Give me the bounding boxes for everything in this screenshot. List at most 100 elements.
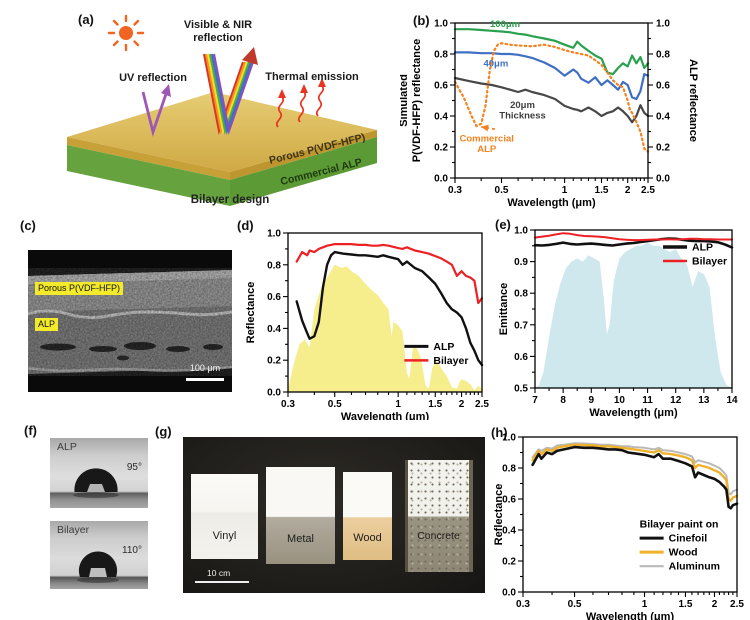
sample-wood: Wood (343, 472, 392, 560)
contact-angle-photo-bilayer: Bilayer 110° (50, 521, 148, 589)
svg-text:0.5: 0.5 (514, 384, 528, 395)
svg-text:8: 8 (560, 395, 566, 406)
svg-text:2.5: 2.5 (641, 185, 655, 196)
plot-area: 0.3 0.5 1 1.5 2 2.5 0.0 0.2 0.4 0.6 0.8 1.0 Waveleng… (245, 229, 489, 421)
svg-text:0.6: 0.6 (656, 81, 670, 92)
svg-text:1.5: 1.5 (428, 399, 442, 410)
svg-text:7: 7 (532, 395, 538, 406)
svg-text:2: 2 (625, 185, 631, 196)
legend-label: Wood (669, 547, 698, 559)
arrowhead (481, 124, 489, 132)
visnir-label-line1: Visible & NIR (184, 19, 252, 31)
annotation: 100μm (490, 19, 520, 30)
alp-left-face (67, 145, 230, 206)
series-40um (453, 51, 650, 101)
legend: ALP Bilayer (404, 341, 468, 367)
svg-text:0.4: 0.4 (434, 112, 448, 123)
svg-text:2: 2 (459, 399, 465, 410)
tick-labels: 7 8 9 10 11 12 13 14 0.5 0.6 0.7 0.8 0.9 1.0 (514, 226, 738, 407)
sem-label-alp: ALP (35, 318, 59, 331)
photo-label-bilayer: Bilayer (57, 524, 90, 536)
plot-area: 7 8 9 10 11 12 13 14 0.5 0.6 0.7 0.8 0.9 1.0 Wavelengt… (498, 226, 738, 420)
right-y-axis-label: ALP reflectance (687, 59, 699, 142)
photo-scalebar-line (195, 581, 249, 583)
bilayer-design-caption: Bilayer design (191, 194, 270, 206)
y-axis-label: Simulated (400, 74, 410, 127)
thermal-label: Thermal emission (265, 71, 359, 83)
panel-label-d: (d) (237, 218, 254, 233)
svg-text:1: 1 (395, 399, 401, 410)
svg-text:1.0: 1.0 (502, 433, 516, 444)
bilayer-slab (67, 92, 377, 206)
panel-label-a: (a) (78, 12, 94, 27)
svg-text:1.5: 1.5 (595, 185, 609, 196)
svg-text:0.2: 0.2 (267, 356, 281, 367)
svg-text:0.2: 0.2 (656, 143, 670, 154)
series-100um (453, 28, 650, 76)
legend: Bilayer paint on Cinefoil Wood Aluminum (639, 519, 720, 573)
annotation: Commercial ALP (460, 134, 514, 156)
svg-text:0.8: 0.8 (502, 464, 516, 475)
legend-label: Cinefoil (669, 533, 708, 545)
svg-text:1.0: 1.0 (267, 229, 281, 240)
contact-angle-photo-alp: ALP 95° (50, 438, 148, 508)
svg-text:11: 11 (642, 395, 653, 406)
sample-label: Wood (353, 532, 382, 544)
svg-text:9: 9 (589, 395, 595, 406)
svg-text:1.0: 1.0 (434, 19, 448, 30)
svg-text:0.4: 0.4 (656, 112, 670, 123)
sem-micrograph (28, 250, 232, 392)
svg-text:1.0: 1.0 (656, 19, 670, 30)
annotation: 20μm Thickness (499, 100, 545, 122)
svg-text:10: 10 (614, 395, 626, 406)
area-solar-spectrum (288, 264, 482, 392)
svg-text:13: 13 (698, 395, 710, 406)
svg-text:0.8: 0.8 (434, 50, 448, 61)
x-axis-label: Wavelength (μm) (589, 407, 678, 419)
svg-text:0.6: 0.6 (267, 292, 281, 303)
ticks (283, 232, 483, 397)
plot-area: 0.3 0.5 1 1.5 2 2.50.00.20.40.60.81.00.00.20.… (400, 19, 699, 210)
panel-a-schematic: Visible & NIR reflection UV reflection T… (67, 14, 377, 206)
sem-image: Porous P(VDF-HFP) ALP 100 μm (28, 250, 232, 392)
visnir-label-line2: reflection (193, 32, 243, 44)
y-axis-label: Reflectance (245, 282, 257, 344)
svg-text:1: 1 (562, 185, 568, 196)
sample-metal: Metal (266, 467, 335, 564)
panel-label-b: (b) (413, 13, 430, 28)
sample-label: Metal (287, 533, 314, 545)
rainbow-arrowhead (242, 47, 258, 65)
x-axis-label: Wavelength (μm) (507, 197, 596, 209)
svg-text:1.5: 1.5 (678, 599, 692, 610)
panel-label-c: (c) (20, 218, 36, 233)
svg-text:0.6: 0.6 (502, 495, 516, 506)
svg-text:0.5: 0.5 (328, 399, 342, 410)
svg-text:1: 1 (642, 599, 648, 610)
tick-labels: 0.3 0.5 1 1.5 2 2.5 0.0 0.2 0.4 0.6 0.8 1.0 (267, 229, 489, 411)
svg-text:0.5: 0.5 (568, 599, 582, 610)
sem-scalebar-line (186, 378, 224, 381)
series-Bilayer (295, 243, 484, 305)
substrates-photo: Vinyl Metal Wood Concrete 10 cm (183, 437, 485, 593)
svg-text:1.0: 1.0 (514, 226, 528, 237)
svg-text:0.7: 0.7 (514, 320, 528, 331)
series-Cinefoil (531, 445, 739, 510)
svg-text:0.6: 0.6 (434, 81, 448, 92)
svg-text:0.0: 0.0 (434, 174, 448, 185)
series-Aluminum (531, 442, 738, 496)
series-Bilayer (534, 232, 733, 242)
visible-nir-reflection-arrow (202, 47, 258, 136)
chart-simulated-reflectance-vs-thickness: 0.3 0.5 1 1.5 2 2.50.00.20.40.60.81.00.00.20.… (400, 19, 699, 210)
ticks (450, 22, 653, 183)
panel-label-e: (e) (495, 217, 511, 232)
chart-substrate-reflectance: 0.3 0.5 1 1.5 2 2.5 0.0 0.2 0.4 0.6 0.8 1.0 Waveleng… (493, 433, 744, 620)
svg-text:0.9: 0.9 (514, 257, 528, 268)
x-axis-label: Wavelength (μm) (341, 411, 430, 420)
water-droplet (78, 551, 118, 577)
sem-label-pvdf: Porous P(VDF-HFP) (35, 282, 124, 295)
svg-text:12: 12 (670, 395, 682, 406)
svg-text:14: 14 (726, 395, 738, 406)
pvdf-left-edge (67, 137, 230, 180)
y-axis-label: Emittance (498, 283, 510, 336)
